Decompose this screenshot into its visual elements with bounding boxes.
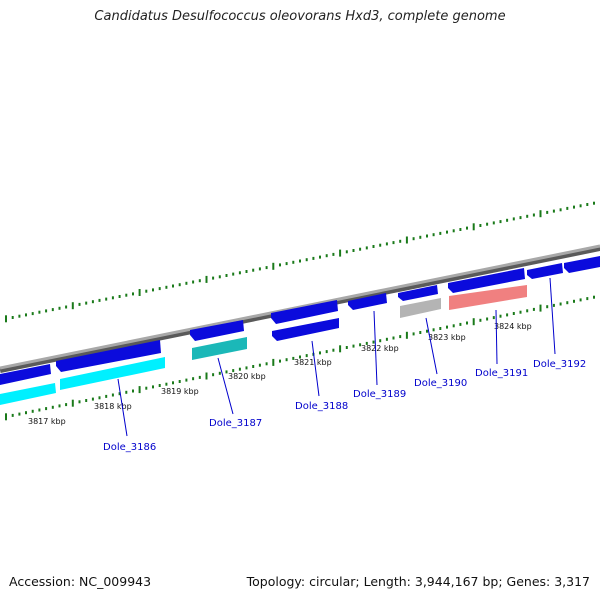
backbone: [0, 244, 600, 370]
gene-arrow: [272, 318, 339, 341]
leader-line: [117, 378, 128, 437]
gene-block: [60, 357, 165, 390]
gene-label-dole-3191[interactable]: Dole_3191: [475, 368, 528, 379]
gene-arrow: [398, 285, 438, 301]
reverse-strand-genes: [0, 285, 527, 405]
kbp-label: 3824 kbp: [494, 322, 532, 331]
gene-arrow: [564, 256, 600, 273]
kbp-label: 3818 kbp: [94, 402, 132, 411]
gene-label-dole-3188[interactable]: Dole_3188: [295, 401, 348, 412]
gene-arrow: [348, 293, 387, 310]
kbp-labels: 3817 kbp 3818 kbp 3819 kbp 3820 kbp 3821…: [28, 322, 532, 426]
kbp-label: 3822 kbp: [361, 344, 399, 353]
leader-line: [549, 277, 556, 355]
gene-arrow: [0, 364, 51, 385]
outer-tick-track: [5, 201, 595, 323]
leader-line: [217, 357, 234, 415]
kbp-label: 3817 kbp: [28, 417, 66, 426]
gene-label-lines: [117, 277, 556, 437]
genome-summary-text: Topology: circular; Length: 3,944,167 bp…: [246, 574, 590, 589]
map-title: Candidatus Desulfococcus oleovorans Hxd3…: [94, 9, 506, 24]
gene-arrow: [448, 268, 525, 293]
gene-label-dole-3189[interactable]: Dole_3189: [353, 389, 406, 400]
gene-block: [449, 285, 527, 310]
gene-label-dole-3187[interactable]: Dole_3187: [209, 418, 262, 429]
kbp-label: 3820 kbp: [228, 372, 266, 381]
leader-line: [425, 317, 438, 375]
forward-strand-genes: [0, 256, 600, 385]
gene-arrow: [527, 263, 563, 279]
gene-block: [192, 337, 247, 360]
leader-line: [495, 309, 498, 365]
gene-label-dole-3192[interactable]: Dole_3192: [533, 359, 586, 370]
gene-arrow: [56, 340, 161, 372]
gene-label-dole-3186[interactable]: Dole_3186: [103, 442, 156, 453]
gene-arrow: [271, 300, 338, 324]
gene-arrow: [190, 320, 244, 341]
kbp-label: 3823 kbp: [428, 333, 466, 342]
accession-text: Accession: NC_009943: [9, 574, 152, 589]
kbp-label: 3819 kbp: [161, 387, 199, 396]
kbp-label: 3821 kbp: [294, 358, 332, 367]
leader-line: [373, 310, 378, 386]
gene-block: [0, 383, 56, 405]
gene-block: [400, 298, 441, 318]
gene-names: Dole_3186 Dole_3187 Dole_3188 Dole_3189 …: [103, 359, 586, 453]
leader-line: [311, 340, 320, 397]
gene-label-dole-3190[interactable]: Dole_3190: [414, 378, 467, 389]
